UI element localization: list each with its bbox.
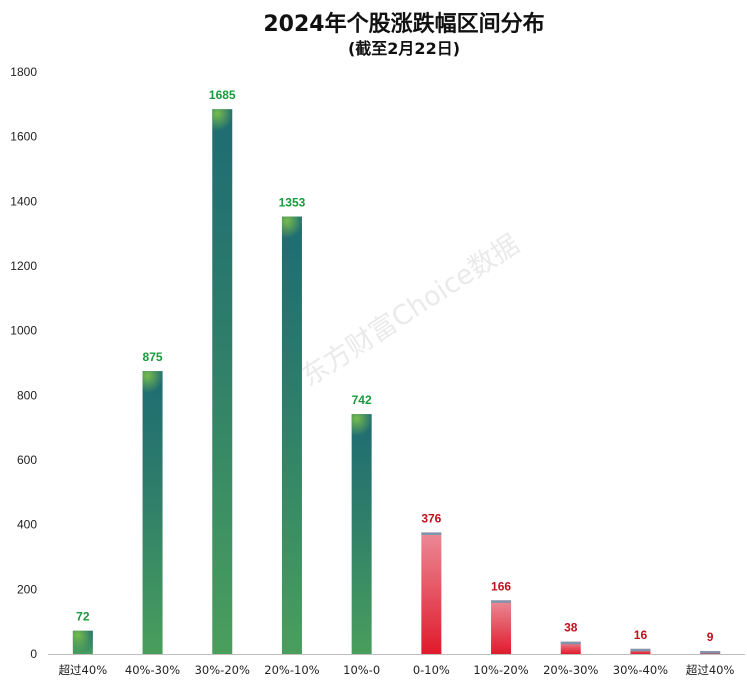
y-tick-label: 1400 xyxy=(10,194,37,208)
bar xyxy=(351,414,372,654)
x-tick-label: 超过40% xyxy=(59,663,108,677)
bar-cap xyxy=(700,651,721,654)
y-tick-label: 200 xyxy=(17,582,37,596)
y-tick-label: 0 xyxy=(30,647,37,661)
bars-group: 72 875 1685 1353 742 376 166 38 16 9 xyxy=(72,88,721,654)
bar-highlight xyxy=(351,414,372,437)
bar xyxy=(281,216,302,654)
x-tick-label: 40%-30% xyxy=(125,663,180,677)
bar xyxy=(421,532,442,654)
bar-highlight xyxy=(72,630,93,653)
data-label: 9 xyxy=(707,630,714,644)
bar xyxy=(560,641,581,654)
y-tick-label: 600 xyxy=(17,453,37,467)
y-tick-label: 800 xyxy=(17,388,37,402)
bar-highlight xyxy=(212,109,233,132)
data-label: 742 xyxy=(352,393,372,407)
y-tick-label: 1200 xyxy=(10,259,37,273)
y-tick-label: 1600 xyxy=(10,130,37,144)
bar xyxy=(142,371,163,654)
bar-cap xyxy=(421,532,442,535)
x-axis-labels: 超过40% 40%-30% 30%-20% 20%-10% 10%-0 0-10% 10%-… xyxy=(59,663,735,677)
x-tick-label: 10%-20% xyxy=(473,663,528,677)
x-tick-label: 30%-40% xyxy=(613,663,668,677)
data-label: 875 xyxy=(143,350,163,364)
bar xyxy=(491,600,512,654)
watermark: 东方财富Choice数据 xyxy=(296,229,525,393)
bar-cap xyxy=(630,648,651,652)
bar-cap xyxy=(560,641,581,645)
chart-title: 2024年个股涨跌幅区间分布 xyxy=(263,11,544,37)
y-tick-label: 400 xyxy=(17,518,37,532)
chart-subtitle: (截至2月22日) xyxy=(348,39,460,58)
bar-highlight xyxy=(281,216,302,239)
x-tick-label: 30%-20% xyxy=(195,663,250,677)
data-label: 72 xyxy=(76,610,90,624)
data-label: 376 xyxy=(421,511,441,525)
x-tick-label: 超过40% xyxy=(686,663,735,677)
data-label: 16 xyxy=(634,628,648,642)
data-label: 166 xyxy=(491,579,511,593)
y-tick-label: 1000 xyxy=(10,324,37,338)
y-tick-label: 1800 xyxy=(10,65,37,79)
data-label: 1685 xyxy=(209,88,236,102)
y-axis: 0 200 400 600 800 1000 1200 1400 1600 1800 xyxy=(10,65,37,661)
data-label: 1353 xyxy=(279,196,306,210)
x-tick-label: 20%-30% xyxy=(543,663,598,677)
bar-highlight xyxy=(142,371,163,394)
x-tick-label: 20%-10% xyxy=(264,663,319,677)
data-label: 38 xyxy=(564,621,578,635)
x-tick-label: 10%-0 xyxy=(343,663,380,677)
bar-cap xyxy=(491,600,512,603)
bar xyxy=(212,109,233,654)
x-tick-label: 0-10% xyxy=(413,663,450,677)
bar xyxy=(630,648,651,654)
